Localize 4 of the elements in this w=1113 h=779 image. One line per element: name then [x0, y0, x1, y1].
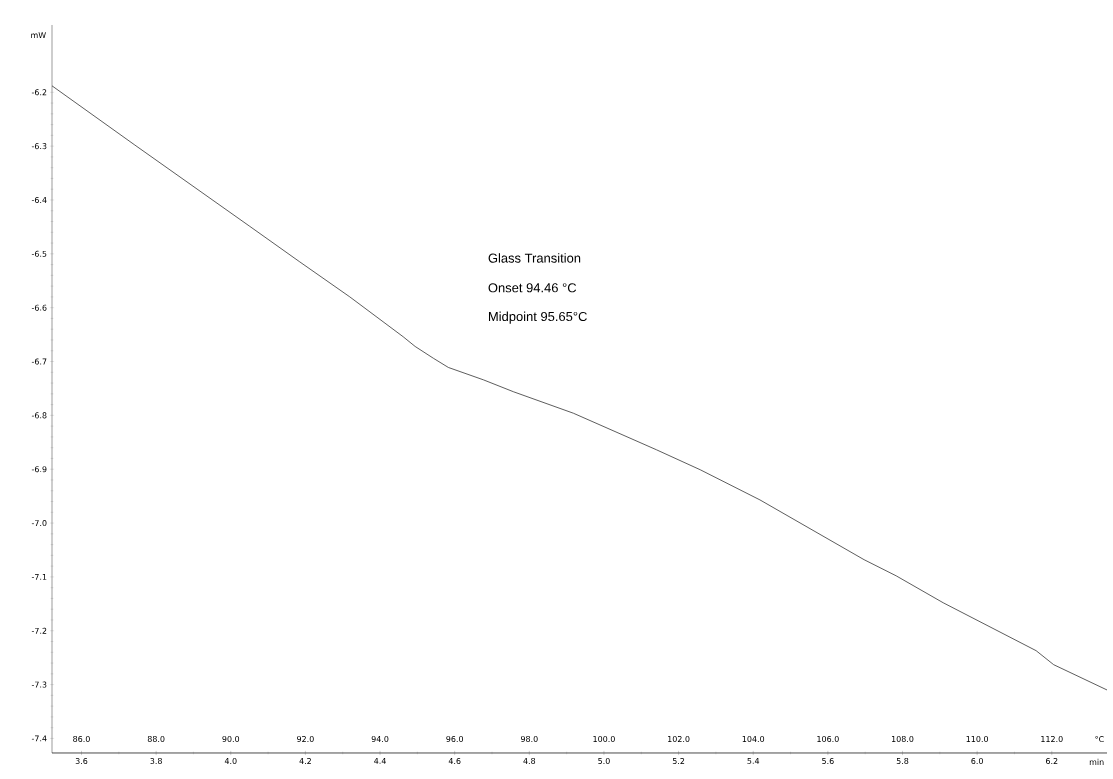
annotation: Midpoint 95.65°C — [488, 311, 587, 324]
annotation: Glass Transition — [488, 253, 581, 263]
line-series — [52, 85, 1108, 691]
annotation: Onset 94.46 °C — [488, 283, 577, 293]
